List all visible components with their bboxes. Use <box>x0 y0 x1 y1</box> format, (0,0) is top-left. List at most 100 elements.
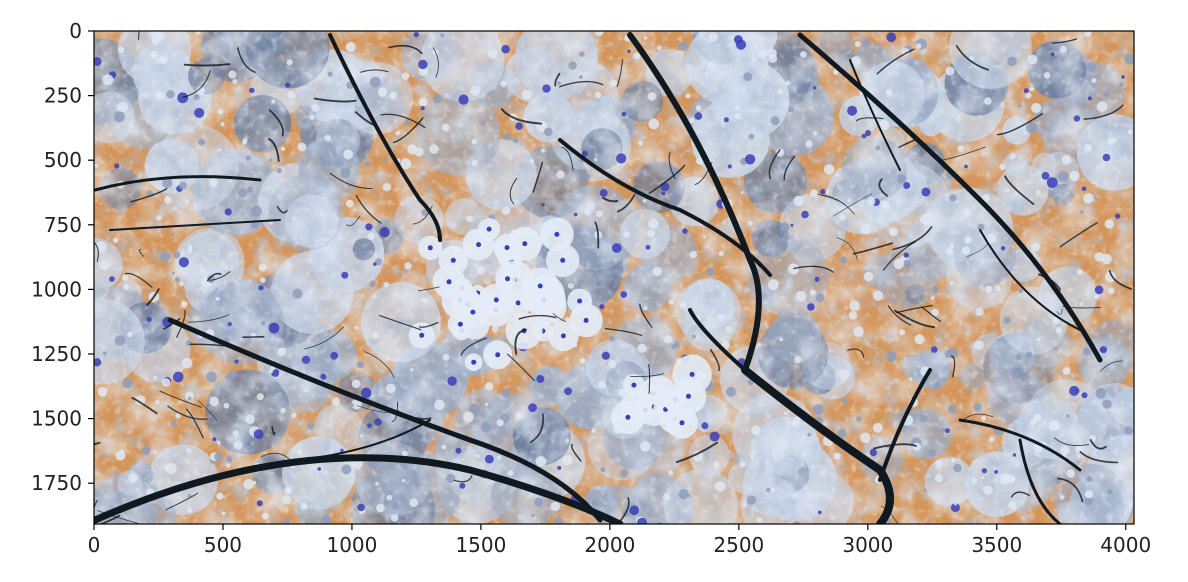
image-petal <box>949 194 957 202</box>
image-twig <box>165 492 199 511</box>
image-petal <box>115 450 126 461</box>
image-focus-stamen <box>560 333 566 339</box>
image-petal <box>679 301 687 309</box>
image-petal <box>813 86 817 90</box>
image-petal <box>594 31 604 37</box>
image-petal <box>707 61 716 70</box>
image-petal <box>152 31 158 35</box>
image-petal <box>155 399 160 405</box>
y-tick-label: 750 <box>44 213 82 237</box>
image-petal <box>609 335 615 342</box>
image-twig <box>182 70 211 98</box>
image-twig <box>966 242 989 258</box>
image-petal <box>471 159 478 167</box>
image-petal <box>964 210 971 216</box>
image-petal <box>367 423 372 428</box>
image-petal <box>597 380 606 389</box>
image-petal <box>410 368 414 372</box>
image-petal <box>404 119 411 125</box>
image-petal <box>1054 476 1063 485</box>
image-twig <box>941 146 986 161</box>
x-tick-label: 0 <box>88 533 101 557</box>
image-petal <box>648 218 659 229</box>
image-petal <box>1069 385 1080 396</box>
image-petal <box>553 517 564 524</box>
image-twig <box>97 514 121 524</box>
image-petal <box>556 81 561 86</box>
image-twig <box>94 241 99 262</box>
image-twig <box>675 441 719 464</box>
image-petal <box>1073 115 1081 122</box>
image-twig <box>594 221 600 249</box>
axes-frame <box>93 30 1135 525</box>
image-petal <box>383 157 388 162</box>
image-twig <box>532 161 544 193</box>
image-twig <box>379 314 422 331</box>
image-petal <box>401 450 408 457</box>
image-branches <box>94 31 1132 524</box>
image-petal <box>534 497 544 507</box>
image-petal <box>123 284 130 290</box>
image-branch <box>299 419 431 461</box>
image-petal <box>194 107 205 118</box>
image-petal <box>1010 153 1016 159</box>
image-twig <box>817 193 846 205</box>
image-petal <box>187 494 192 498</box>
image-petal <box>934 474 944 483</box>
image-petal <box>379 227 390 238</box>
image-petal <box>195 31 201 35</box>
image-petal <box>950 280 954 285</box>
image-petal <box>217 440 221 445</box>
image-petal <box>170 421 178 428</box>
image-petal <box>928 448 937 457</box>
image-petal <box>458 94 469 105</box>
image-twig <box>460 337 487 356</box>
image-petal <box>198 138 205 146</box>
image-petal <box>186 340 193 347</box>
image-twig <box>561 146 574 171</box>
image-petal <box>224 208 232 216</box>
image-petal <box>146 316 152 322</box>
image-petal <box>807 303 815 311</box>
image-petal <box>685 151 690 156</box>
image-twig <box>894 309 936 329</box>
image-petal <box>709 431 720 442</box>
image-twig <box>514 328 527 355</box>
image-petal <box>783 411 788 415</box>
image-focus-stamen <box>476 242 482 248</box>
image-petal <box>590 266 595 271</box>
image-petal <box>370 76 381 88</box>
image-petal <box>964 164 968 169</box>
image-petal <box>1107 137 1116 146</box>
image-branch <box>878 368 932 482</box>
image-petal <box>934 382 942 390</box>
image-twig <box>198 400 219 422</box>
image-petal <box>1119 82 1124 87</box>
image-petal <box>983 485 993 496</box>
image-petal <box>215 296 220 301</box>
image-focus-stamen <box>419 332 425 338</box>
image-petal <box>765 330 775 340</box>
image-twig <box>856 117 884 122</box>
image-branch <box>688 308 747 372</box>
image-petal <box>923 488 927 493</box>
y-tick-label: 1750 <box>31 471 82 495</box>
image-petal <box>409 498 419 507</box>
image-petal <box>286 59 293 66</box>
image-twig <box>1059 222 1098 248</box>
image-petal <box>1081 392 1088 399</box>
image-petal <box>476 454 480 459</box>
image-petal <box>912 442 921 451</box>
image-petal <box>413 31 419 38</box>
image-petal <box>141 446 151 455</box>
image-twig <box>188 314 230 323</box>
image-petal <box>867 197 876 206</box>
image-petal <box>218 148 222 152</box>
image-petal <box>174 276 181 283</box>
image-petal <box>1105 271 1116 283</box>
image-petal <box>579 75 583 79</box>
image-petal <box>999 163 1006 170</box>
image-petal <box>434 399 445 411</box>
image-branch <box>627 32 762 373</box>
image-petal <box>300 502 308 510</box>
